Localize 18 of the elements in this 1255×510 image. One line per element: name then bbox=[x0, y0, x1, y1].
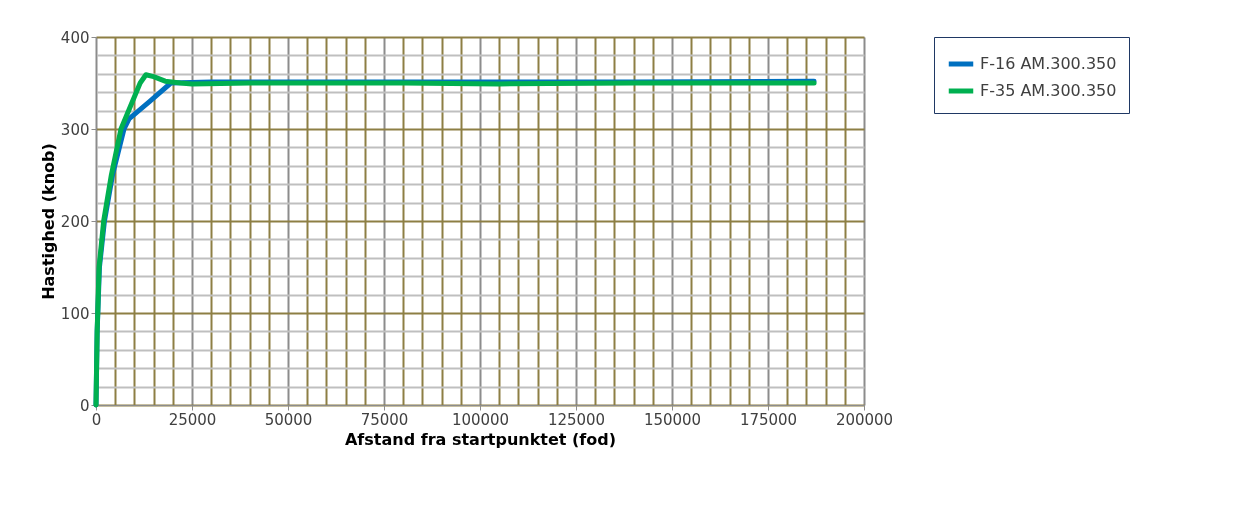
y-axis-title: Hastighed (knob) bbox=[38, 143, 58, 300]
x-tick-label: 25000 bbox=[168, 410, 217, 429]
x-tick-label: 75000 bbox=[360, 410, 409, 429]
x-tick-label: 0 bbox=[91, 410, 102, 429]
x-tick-label: 125000 bbox=[547, 410, 606, 429]
y-tick-label: 200 bbox=[60, 212, 90, 231]
x-tick-label: 100000 bbox=[451, 410, 510, 429]
x-tick-label: 150000 bbox=[643, 410, 702, 429]
x-axis-title: Afstand fra startpunktet (fod) bbox=[344, 429, 617, 449]
legend-label: F-16 AM.300.350 bbox=[980, 54, 1117, 73]
x-tick-label: 200000 bbox=[835, 410, 894, 429]
x-tick-label: 175000 bbox=[739, 410, 798, 429]
y-tick-label: 0 bbox=[79, 396, 90, 415]
legend-label: F-35 AM.300.350 bbox=[980, 81, 1117, 100]
y-tick-label: 400 bbox=[60, 28, 90, 47]
y-tick-label: 100 bbox=[60, 304, 90, 323]
y-tick-label: 300 bbox=[60, 120, 90, 139]
x-tick-label: 50000 bbox=[264, 410, 313, 429]
